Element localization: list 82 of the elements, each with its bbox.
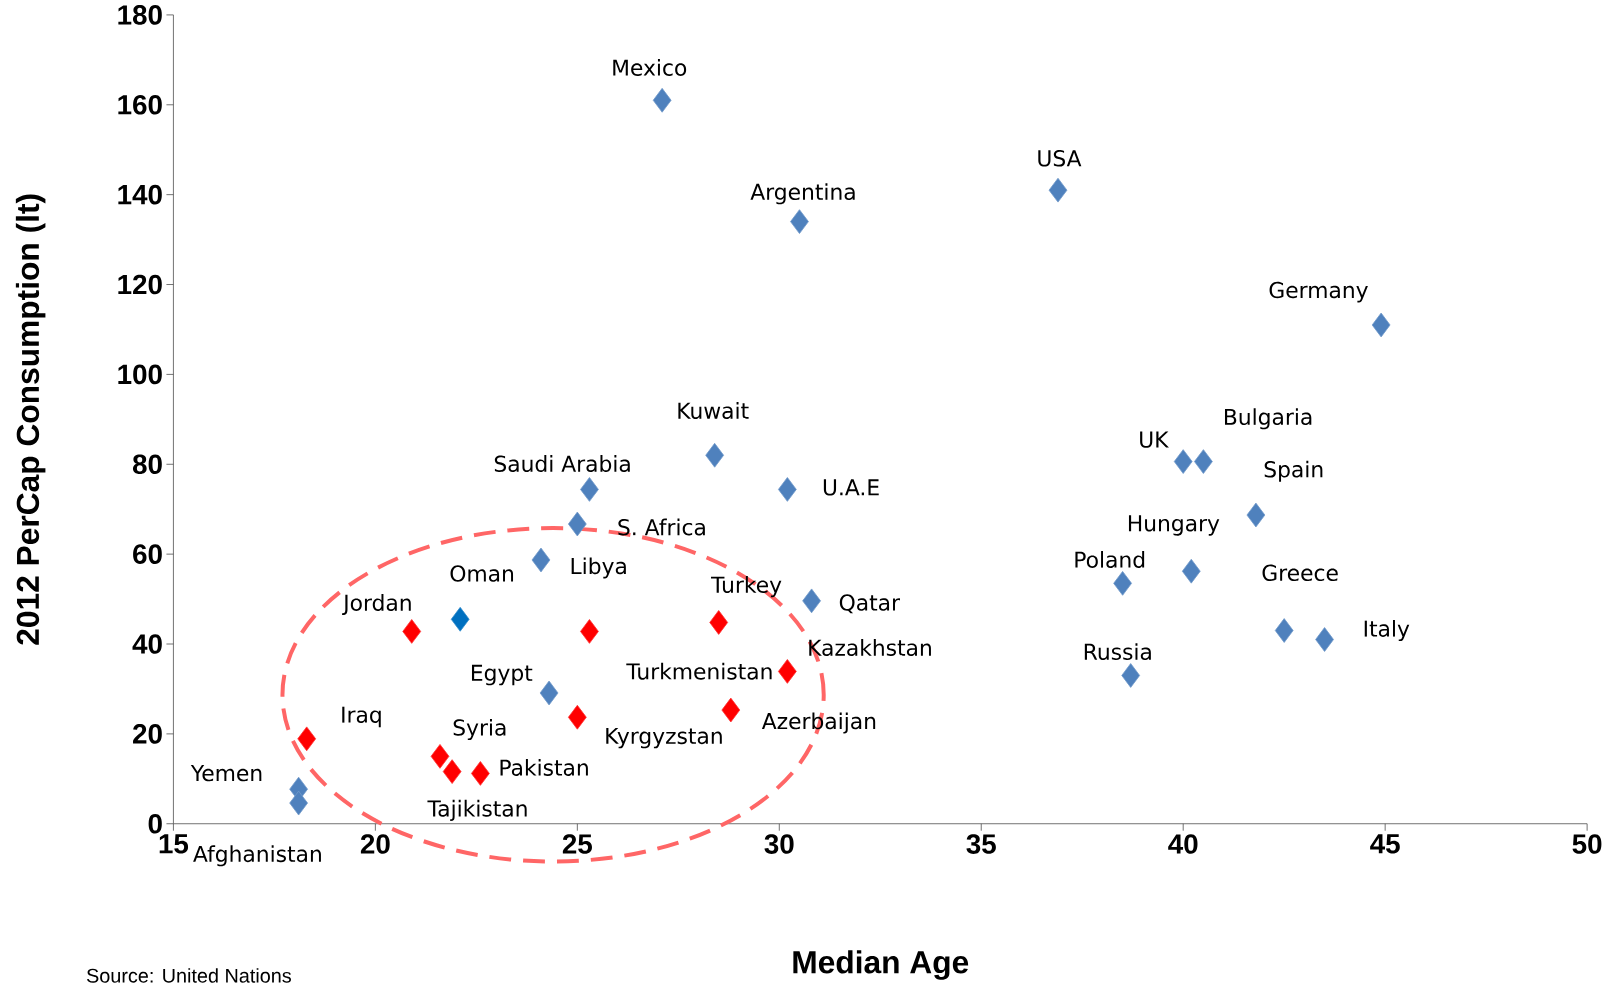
point (705, 442, 725, 468)
annotation: Kuwait (678, 402, 749, 419)
y-tick-label: 140 (118, 184, 162, 205)
annotation: Hungary (1128, 515, 1220, 536)
annotation: Kyrgyzstan (606, 727, 722, 749)
y-tick-label: 60 (133, 544, 162, 564)
point (1246, 502, 1266, 528)
x-tick-label: 35 (966, 834, 996, 854)
x-axis-title: Median Age (793, 950, 969, 980)
annotation: Pakistan (500, 759, 588, 776)
point (450, 607, 470, 632)
point (1173, 449, 1193, 474)
point (1194, 449, 1213, 474)
annotation: S. Africa (618, 518, 705, 536)
point (778, 477, 797, 502)
annotation: Turkmenistan (626, 662, 772, 680)
annotation: Poland (1075, 551, 1145, 568)
point (1371, 312, 1391, 338)
y-tick-label: 120 (118, 274, 162, 295)
annotation: Jordan (342, 594, 411, 616)
point (442, 759, 462, 785)
point (580, 619, 599, 644)
point (652, 88, 672, 113)
y-tick-label: 80 (132, 454, 162, 475)
x-tick-label: 50 (1572, 834, 1602, 854)
annotation: Tajikistan (427, 799, 527, 822)
point (531, 547, 551, 573)
y-tick-label: 180 (118, 5, 162, 25)
x-tick-label: 25 (562, 834, 592, 854)
point (430, 744, 450, 769)
annotation: Egypt (471, 664, 533, 686)
point (1121, 663, 1141, 688)
point (721, 697, 741, 723)
annotation: Germany (1269, 281, 1368, 303)
y-tick-label: 20 (133, 724, 162, 744)
point (580, 477, 599, 502)
point (402, 619, 422, 644)
annotation: Oman (450, 565, 514, 582)
point (297, 726, 317, 752)
annotation: Mexico (613, 59, 687, 76)
source-note: Source: United Nations (86, 968, 291, 983)
annotation: Turkey (711, 576, 782, 598)
point (471, 761, 490, 786)
x-tick-label: 20 (360, 834, 390, 854)
annotation: Saudi Arabia (494, 455, 630, 473)
annotation: Libya (571, 557, 626, 579)
point (802, 588, 821, 614)
point (1274, 618, 1294, 643)
annotation: Italy (1364, 620, 1410, 642)
annotation: Greece (1262, 564, 1338, 582)
annotation: UK (1140, 431, 1169, 448)
annotation: Afghanistan (193, 845, 321, 867)
x-tick-label: 45 (1370, 834, 1400, 854)
point (539, 680, 559, 706)
y-tick-label: 100 (118, 364, 162, 385)
point (1048, 177, 1068, 203)
y-tick-label: 160 (118, 95, 162, 115)
point (790, 209, 809, 234)
annotation: Bulgaria (1224, 408, 1312, 430)
point (567, 511, 587, 537)
point (1315, 627, 1334, 652)
annotation: USA (1038, 150, 1082, 167)
point (1113, 571, 1132, 596)
point (289, 790, 308, 816)
annotation: Qatar (839, 594, 901, 614)
point (1181, 558, 1201, 584)
annotation: Spain (1264, 460, 1323, 482)
x-tick-label: 30 (764, 834, 794, 854)
x-tick-label: 15 (159, 834, 189, 854)
y-axis-title: 2012 PerCap Consumption (lt) (15, 194, 46, 645)
point (567, 704, 587, 730)
y-tick-label: 0 (148, 813, 162, 834)
y-tick-label: 40 (132, 634, 162, 654)
annotation: Yemen (190, 765, 262, 782)
annotation: Syria (453, 718, 506, 741)
point (709, 610, 729, 635)
annotation: Iraq (342, 706, 381, 728)
annotation: Russia (1084, 643, 1151, 661)
x-tick-label: 40 (1168, 834, 1198, 854)
annotation: U.A.E (823, 479, 879, 496)
point (778, 659, 797, 684)
annotation: Argentina (750, 183, 855, 205)
